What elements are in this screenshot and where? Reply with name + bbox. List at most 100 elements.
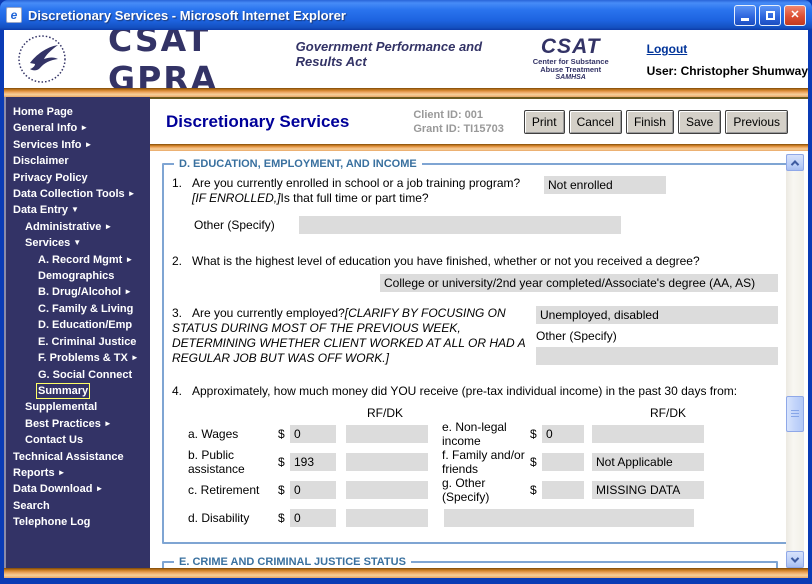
sidebar-item-administrative[interactable]: Administrative ► xyxy=(25,220,113,233)
q4-text: Approximately, how much money did YOU re… xyxy=(192,384,738,398)
income-row-a-e: a. Wages $ 0 e. Non-legal income $ 0 xyxy=(172,420,778,448)
user-label: User: Christopher Shumway xyxy=(646,64,808,78)
sidebar-item-services[interactable]: Services ▼ xyxy=(25,237,82,250)
q2-answer-field[interactable]: College or university/2nd year completed… xyxy=(380,274,778,292)
sidebar-item-problems-tx[interactable]: F. Problems & TX ► xyxy=(38,352,139,365)
print-button[interactable]: Print xyxy=(523,109,565,134)
sidebar-item-social-connect[interactable]: G. Social Connect xyxy=(38,368,133,381)
sidebar-item-criminal-justice[interactable]: E. Criminal Justice xyxy=(38,335,137,348)
retirement-rfdk-field[interactable] xyxy=(346,481,428,499)
sidebar-item-demographics[interactable]: Demographics xyxy=(38,270,115,283)
rfdk-header-right: RF/DK xyxy=(650,406,686,420)
vertical-scrollbar[interactable] xyxy=(786,154,804,568)
q2-text: What is the highest level of education y… xyxy=(192,254,700,268)
submenu-expanded-icon: ▼ xyxy=(73,238,82,248)
submenu-arrow-icon: ► xyxy=(84,139,93,149)
section-e-crime: E. CRIME AND CRIMINAL JUSTICE STATUS Tim… xyxy=(162,556,778,568)
section-e-legend: E. CRIME AND CRIMINAL JUSTICE STATUS xyxy=(179,556,406,568)
page-bottom-bar xyxy=(4,568,808,578)
chevron-down-icon xyxy=(790,553,800,563)
minimize-icon xyxy=(741,17,749,21)
question-2: 2. What is the highest level of education… xyxy=(172,254,778,292)
sidebar-item-best-practices[interactable]: Best Practices ► xyxy=(25,417,112,430)
sidebar-item-data-download[interactable]: Data Download ► xyxy=(13,483,104,496)
sidebar-item-record-mgmt[interactable]: A. Record Mgmt ► xyxy=(38,253,134,266)
finish-button[interactable]: Finish xyxy=(625,109,674,134)
q3-answer-field[interactable]: Unemployed, disabled xyxy=(536,306,778,324)
previous-button[interactable]: Previous xyxy=(725,109,788,134)
disability-rfdk-field[interactable] xyxy=(346,509,428,527)
sidebar-item-home-page[interactable]: Home Page xyxy=(13,106,73,118)
minimize-button[interactable] xyxy=(734,4,756,26)
q3-text: Are you currently employed? xyxy=(192,306,345,320)
income-row-b-f: b. Public assistance $ 193 f. Family and… xyxy=(172,448,778,476)
cancel-button[interactable]: Cancel xyxy=(568,109,622,134)
question-4: 4. Approximately, how much money did YOU … xyxy=(172,384,778,532)
internet-explorer-icon: e xyxy=(6,7,22,23)
income-row-c-g: c. Retirement $ 0 g. Other (Specify) $ M… xyxy=(172,476,778,504)
header-divider xyxy=(4,88,808,97)
disability-amount-field[interactable]: 0 xyxy=(290,509,336,527)
sidebar-item-drug-alcohol[interactable]: B. Drug/Alcohol ► xyxy=(38,286,133,299)
family-friends-rfdk-field[interactable]: Not Applicable xyxy=(592,453,704,471)
public-assistance-rfdk-field[interactable] xyxy=(346,453,428,471)
wages-amount-field[interactable]: 0 xyxy=(290,425,336,443)
title-bar: e Discretionary Services - Microsoft Int… xyxy=(0,0,812,30)
brand-tagline: Government Performance and Results Act xyxy=(295,39,483,69)
form-area: D. EDUCATION, EMPLOYMENT, AND INCOME 1. A… xyxy=(150,151,808,568)
sidebar-item-education-emp[interactable]: D. Education/Emp xyxy=(38,319,133,332)
rfdk-header-left: RF/DK xyxy=(367,406,403,420)
page-title: Discretionary Services xyxy=(166,111,350,131)
family-friends-amount-field[interactable] xyxy=(542,453,584,471)
section-d-education: D. EDUCATION, EMPLOYMENT, AND INCOME 1. A… xyxy=(162,158,788,544)
q4-other-specify-field[interactable] xyxy=(444,509,694,527)
sidebar-item-telephone-log[interactable]: Telephone Log xyxy=(13,516,91,529)
submenu-arrow-icon: ► xyxy=(103,418,112,428)
main-content: Discretionary Services Client ID: 001 Gr… xyxy=(150,97,808,568)
sidebar-item-reports[interactable]: Reports ► xyxy=(13,466,66,479)
client-id: Client ID: 001 xyxy=(413,108,484,121)
logout-link[interactable]: Logout xyxy=(646,42,688,56)
section-d-legend: D. EDUCATION, EMPLOYMENT, AND INCOME xyxy=(179,158,417,170)
sidebar-item-contact-us[interactable]: Contact Us xyxy=(25,434,84,447)
sidebar-item-technical-assistance[interactable]: Technical Assistance xyxy=(13,450,124,463)
other-amount-field[interactable] xyxy=(542,481,584,499)
q1-other-label: Other (Specify) xyxy=(194,218,275,232)
sidebar-item-supplemental[interactable]: Supplemental xyxy=(25,401,98,414)
sidebar-item-family-living[interactable]: C. Family & Living xyxy=(38,302,134,315)
q1-text2: Is that full time or part time? xyxy=(280,191,429,205)
scrollbar-thumb[interactable] xyxy=(786,396,804,432)
sidebar-item-services-info[interactable]: Services Info ► xyxy=(13,138,93,151)
q1-other-row: Other (Specify) xyxy=(194,216,778,234)
nonlegal-amount-field[interactable]: 0 xyxy=(542,425,584,443)
sidebar-item-data-collection-tools[interactable]: Data Collection Tools ► xyxy=(13,188,136,201)
other-rfdk-field[interactable]: MISSING DATA xyxy=(592,481,704,499)
sidebar-item-data-entry[interactable]: Data Entry ▼ xyxy=(13,204,79,217)
q1-answer-field[interactable]: Not enrolled xyxy=(544,176,666,194)
sidebar-item-search[interactable]: Search xyxy=(13,499,50,512)
sidebar-item-summary[interactable]: Summary xyxy=(35,382,91,399)
scroll-down-button[interactable] xyxy=(786,551,804,568)
public-assistance-amount-field[interactable]: 193 xyxy=(290,453,336,471)
save-button[interactable]: Save xyxy=(677,109,722,134)
close-button[interactable]: ✕ xyxy=(784,4,806,26)
q3-other-field[interactable] xyxy=(536,347,778,365)
q4-rfdk-headers: RF/DK RF/DK xyxy=(172,406,778,420)
submenu-arrow-icon: ► xyxy=(124,287,133,297)
sidebar-item-privacy-policy[interactable]: Privacy Policy xyxy=(13,171,88,184)
submenu-arrow-icon: ► xyxy=(57,467,66,477)
hhs-eagle-logo-icon xyxy=(18,35,66,83)
q1-other-field[interactable] xyxy=(298,216,621,234)
sidebar-item-general-info[interactable]: General Info ► xyxy=(13,122,89,135)
submenu-expanded-icon: ▼ xyxy=(71,205,79,215)
retirement-amount-field[interactable]: 0 xyxy=(290,481,336,499)
q1-prompt: [IF ENROLLED,] xyxy=(192,191,281,205)
submenu-arrow-icon: ► xyxy=(104,221,113,231)
wages-rfdk-field[interactable] xyxy=(346,425,428,443)
scroll-up-button[interactable] xyxy=(786,154,804,171)
nonlegal-rfdk-field[interactable] xyxy=(592,425,704,443)
submenu-arrow-icon: ► xyxy=(95,484,104,494)
csat-logo: CSAT Center for Substance Abuse Treatmen… xyxy=(532,35,609,82)
maximize-button[interactable] xyxy=(759,4,781,26)
sidebar-item-disclaimer[interactable]: Disclaimer xyxy=(13,155,69,168)
